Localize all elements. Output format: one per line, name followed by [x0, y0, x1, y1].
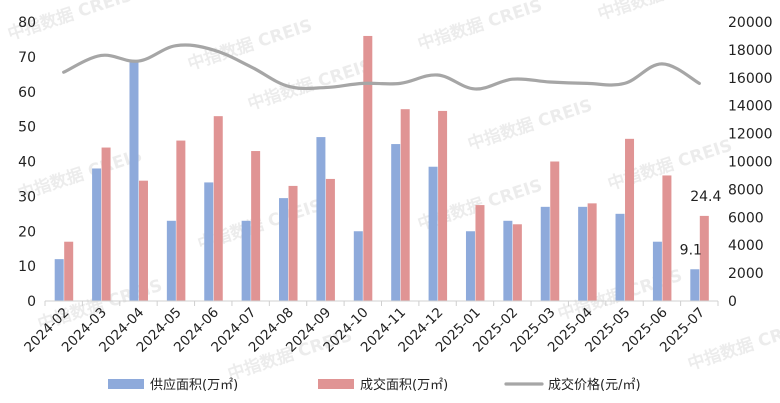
sales-bar [64, 241, 74, 301]
supply-bar [204, 182, 214, 301]
y-left-tick-label: 60 [18, 85, 36, 101]
legend-supply-swatch [108, 379, 144, 389]
y-right-tick-label: 16000 [728, 71, 773, 87]
sales-bar [176, 140, 186, 301]
sales-bar [699, 215, 709, 301]
price-line-layer [62, 43, 701, 91]
sales-bar [438, 110, 448, 302]
sales-bar [101, 147, 111, 301]
supply-bar [615, 213, 625, 301]
supply-bar [92, 168, 102, 301]
sales-bar [213, 116, 223, 301]
y-right-tick-label: 20000 [728, 15, 773, 31]
y-left-tick-label: 70 [18, 50, 36, 66]
supply-bar [540, 206, 550, 301]
supply-bar [690, 269, 700, 301]
y-left-tick-label: 30 [18, 189, 36, 205]
supply-bar [503, 220, 513, 301]
sales-bar [288, 185, 298, 301]
watermark-text: 中指数据 CREIS [415, 0, 545, 55]
y-left-tick-label: 40 [18, 155, 36, 171]
y-right-tick-label: 10000 [728, 155, 773, 171]
supply-bar [578, 206, 588, 301]
supply-bar [241, 220, 251, 301]
y-right-tick-label: 6000 [728, 210, 764, 226]
sales-bar [400, 109, 410, 301]
legend-sales-label: 成交面积(万㎡) [360, 377, 448, 393]
y-right-tick-label: 4000 [728, 238, 764, 254]
sales-bar [475, 205, 485, 301]
sales-bar [512, 224, 522, 301]
sales-bar [325, 178, 335, 301]
supply-bar [391, 144, 401, 301]
supply-bar [428, 166, 438, 301]
sales-bar [625, 138, 635, 301]
sales-bar [550, 161, 560, 301]
sales-bar [363, 35, 373, 301]
legend-sales-swatch [318, 379, 354, 389]
supply-bar [465, 231, 475, 301]
watermark-text: 中指数据 CREIS [465, 95, 595, 155]
sales-bar [587, 203, 597, 301]
y-right-tick-label: 18000 [728, 43, 773, 59]
supply-bar [316, 137, 326, 301]
y-right-tick-label: 2000 [728, 266, 764, 282]
y-left-tick-label: 20 [18, 224, 36, 240]
y-right-tick-label: 8000 [728, 182, 764, 198]
y-right-tick-label: 12000 [728, 127, 773, 143]
y-left-tick-label: 0 [27, 294, 36, 310]
sales-bar [662, 175, 672, 301]
sales-bar [138, 180, 148, 301]
supply-bar [279, 198, 289, 301]
sales-bar [251, 151, 261, 301]
legend-supply-label: 供应面积(万㎡) [150, 377, 238, 393]
data-label: 24.4 [690, 189, 721, 205]
watermark-text: 中指数据 CREIS [595, 0, 725, 25]
legend-price-label: 成交价格(元/㎡) [548, 377, 641, 393]
y-right-tick-label: 14000 [728, 99, 773, 115]
y-left-tick-label: 50 [18, 120, 36, 136]
supply-bar [54, 259, 64, 301]
bars-layer [54, 35, 709, 302]
y-right-tick-label: 0 [728, 294, 737, 310]
data-label: 9.1 [680, 242, 702, 258]
supply-bar [652, 241, 662, 301]
legend: 供应面积(万㎡) 成交面积(万㎡) 成交价格(元/㎡) [108, 377, 641, 393]
supply-bar [129, 60, 139, 301]
y-left-tick-label: 10 [18, 259, 36, 275]
supply-bar [166, 220, 176, 301]
price-line [62, 43, 701, 91]
y-left-tick-label: 80 [18, 15, 36, 31]
supply-bar [353, 231, 363, 301]
data-labels-layer: 9.1 24.4 [680, 189, 722, 258]
